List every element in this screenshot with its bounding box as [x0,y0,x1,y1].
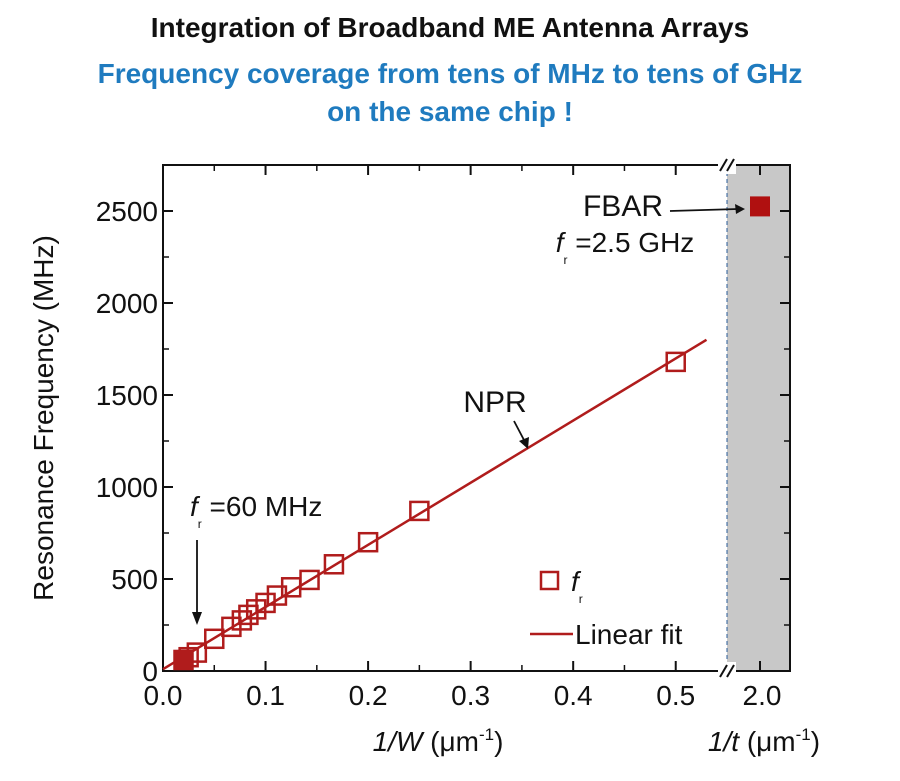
slide-title: Integration of Broadband ME Antenna Arra… [150,12,750,43]
fbar-shaded-region [727,165,790,671]
fr-point [231,610,253,631]
legend-square-marker [539,570,560,591]
fr-point [357,531,379,553]
fr-point [204,628,225,650]
legend-fr-subscript: r [579,592,583,606]
x-axis-label-close: ) [494,726,503,757]
low-f-symbol: f [190,491,201,522]
x-axis-label-main: 1/W (μm-1) [373,725,504,757]
low-frequency-arrow [192,540,202,625]
fbar-f-value: =2.5 GHz [567,227,694,258]
x-tick-labels: 0.0 0.1 0.2 0.3 0.4 0.5 2.0 [144,680,782,711]
legend-fr-symbol: f [571,566,582,597]
fbar-f-symbol: f [556,227,567,258]
slide-subtitle-line2: on the same chip ! [327,96,573,127]
fr-point [665,351,686,373]
linear-fit-line [162,338,708,671]
x-axis-broken-unit: (μm [739,726,796,757]
y-tick-label: 2000 [96,288,158,319]
x-tick-label: 0.2 [349,680,388,711]
fbar-point [750,196,770,217]
x-broken-tick-label: 2.0 [743,680,782,711]
y-tick-label: 2500 [96,196,158,227]
npr-arrow [513,420,529,449]
x-tick-label: 0.4 [554,680,593,711]
x-tick-label: 0.3 [451,680,490,711]
legend-fr-label: fr [571,566,583,606]
x-axis-label-exp: -1 [479,725,494,744]
fr-point [409,500,430,522]
x-axis-label-broken: 1/t (μm-1) [708,725,820,757]
fr-point [323,554,345,575]
fbar-f-subscript: r [563,253,567,267]
legend-fit-label: Linear fit [575,619,683,650]
y-tick-labels: 0 500 1000 1500 2000 2500 [96,196,158,687]
fr-point [255,592,276,614]
x-tick-label: 0.1 [246,680,285,711]
fbar-label: FBAR [583,190,663,223]
low-frequency-label: fr =60 MHz [190,491,322,531]
low-f-value: =60 MHz [202,491,323,522]
plot-frame [162,164,791,672]
legend: fr Linear fit [530,566,683,650]
y-tick-label: 500 [111,564,158,595]
fr-data-points [173,351,686,671]
x-axis-label-var: 1/W [373,726,425,757]
x-tick-label: 0.5 [656,680,695,711]
y-tick-label: 0 [142,656,158,687]
y-axis-label: Resonance Frequency (MHz) [28,235,59,601]
axis-ticks [162,165,790,672]
x-tick-label: 0.0 [144,680,183,711]
x-axis-label-unit: (μm [422,726,479,757]
x-axis-broken-close: ) [811,726,820,757]
fr-point-filled [174,650,193,669]
fbar-arrow [669,204,745,214]
slide-subtitle-line1: Frequency coverage from tens of MHz to t… [97,58,803,89]
fr-point [221,616,242,638]
y-tick-label: 1500 [96,380,158,411]
x-axis-broken-var: 1/t [708,726,740,757]
npr-label: NPR [463,386,526,419]
fbar-frequency-label: fr =2.5 GHz [556,227,695,267]
low-f-subscript: r [198,517,202,531]
axis-break-marks [718,156,736,680]
fr-point [299,569,320,591]
x-axis-broken-exp: -1 [796,725,811,744]
y-tick-label: 1000 [96,472,158,503]
